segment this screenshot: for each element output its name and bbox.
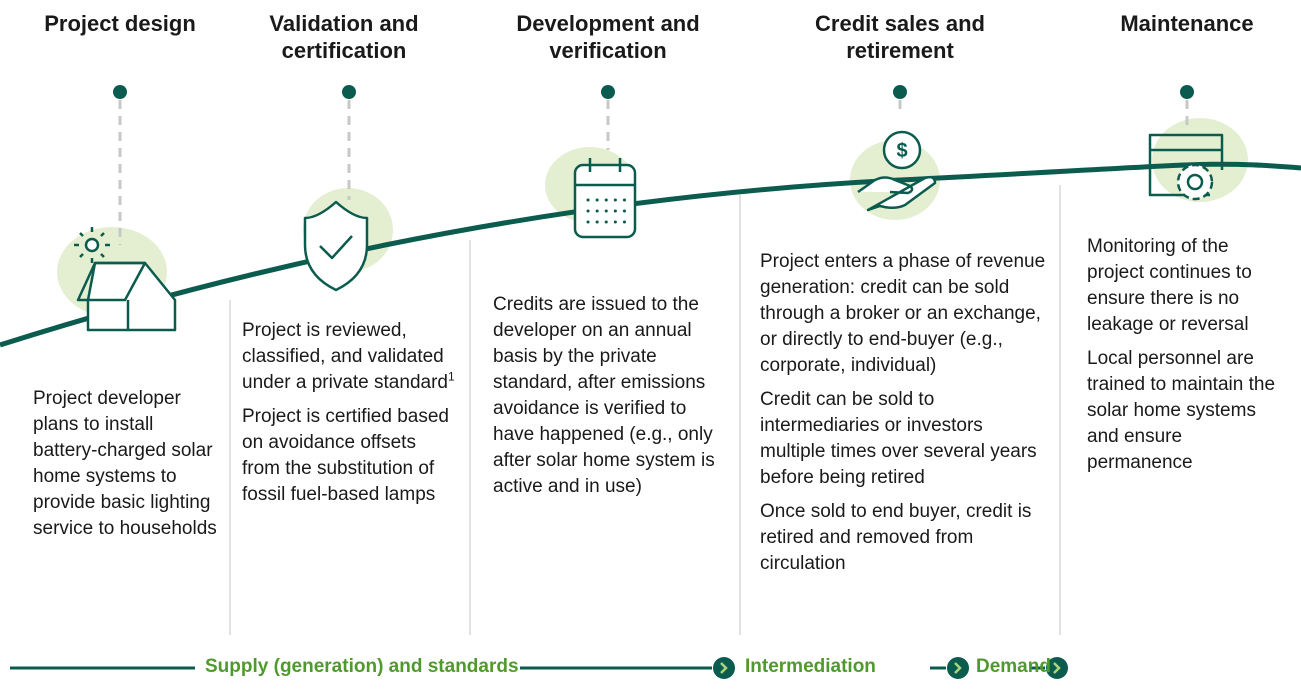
footer-label: Supply (generation) and standards [205, 656, 519, 677]
icons: $ [74, 130, 1224, 332]
paragraph: Project enters a phase of revenue genera… [760, 251, 1046, 376]
paragraph: Credit can be sold to intermediaries or … [760, 389, 1037, 488]
dashed-connectors [118, 100, 1189, 245]
paragraph: Credits are issued to the developer on a… [493, 294, 715, 497]
stage-title: Credit sales and retirement [815, 11, 985, 63]
stage-title: Project design [44, 11, 196, 36]
blobs [57, 118, 1248, 317]
stage-title: Development and verification [516, 11, 700, 63]
footer: Supply (generation) and standards Interm… [0, 654, 1301, 684]
browser-gear-icon [1148, 133, 1224, 201]
stage-text: Project is reviewed, classified, and val… [242, 318, 457, 516]
separators [229, 185, 1061, 635]
house-icon [74, 227, 177, 332]
shield-icon [303, 200, 369, 292]
paragraph: Monitoring of the project continues to e… [1087, 236, 1252, 335]
stage-text: Monitoring of the project continues to e… [1087, 234, 1277, 484]
calendar-icon [573, 158, 637, 239]
stage-title: Maintenance [1120, 11, 1254, 36]
footer-label: Demand [976, 656, 1051, 677]
footer-lines [10, 657, 1068, 679]
stage-text: Credits are issued to the developer on a… [493, 292, 723, 508]
paragraph-text: Project is reviewed, classified, and val… [242, 320, 448, 393]
paragraph: Local personnel are trained to maintain … [1087, 348, 1276, 473]
svg-text:$: $ [896, 140, 907, 162]
stage-title: Validation and certification [269, 11, 419, 63]
paragraph: Project is reviewed, classified, and val… [242, 318, 457, 396]
paragraph: Project developer plans to install batte… [33, 388, 217, 539]
timeline-curve [0, 161, 1301, 348]
footnote: 1 [447, 369, 455, 384]
paragraph: Project is certified based on avoidance … [242, 406, 449, 505]
money-hand-icon: $ [857, 130, 937, 212]
stage-text: Project developer plans to install batte… [33, 386, 218, 550]
dots [113, 85, 1194, 99]
stage-text: Project enters a phase of revenue genera… [760, 249, 1050, 585]
footer-label: Intermediation [745, 656, 876, 677]
paragraph: Once sold to end buyer, credit is retire… [760, 501, 1032, 574]
